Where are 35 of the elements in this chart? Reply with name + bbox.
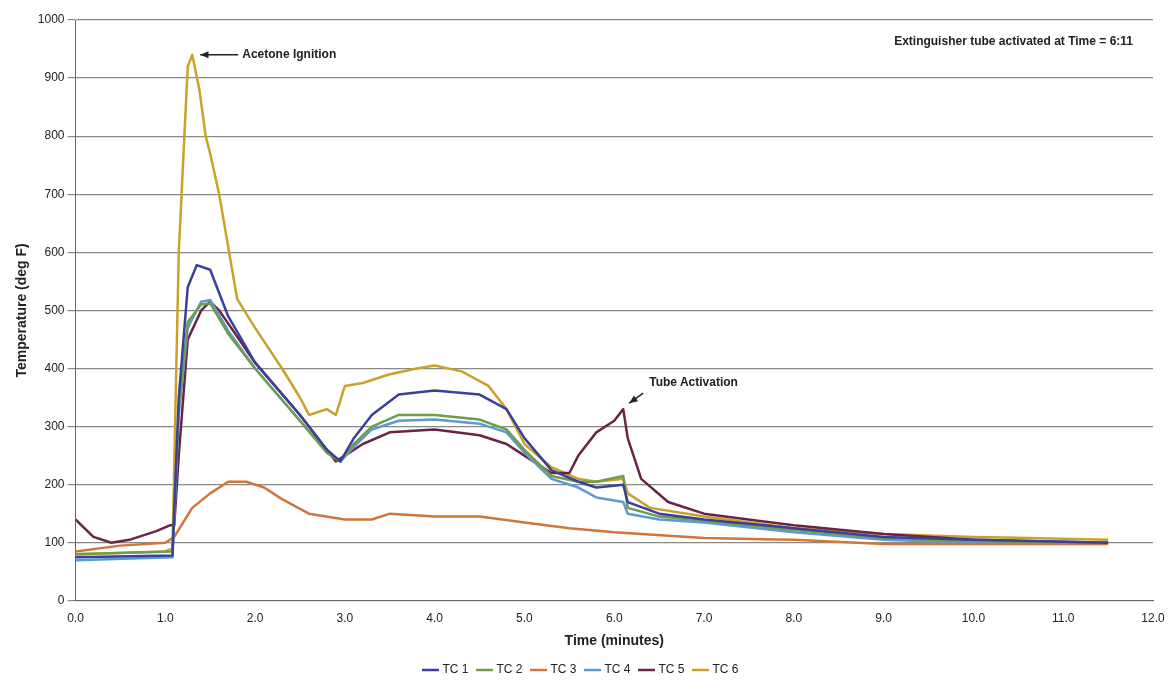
- y-axis-title: Temperature (deg F): [13, 243, 30, 378]
- y-tick-label: 900: [44, 70, 65, 85]
- x-tick-label: 0.0: [67, 611, 85, 626]
- legend-label: TC 5: [658, 662, 685, 677]
- legend-label: TC 1: [442, 662, 469, 677]
- y-tick-label: 100: [44, 535, 65, 550]
- legend-label: TC 3: [550, 662, 577, 677]
- annotation: Extinguisher tube activated at Time = 6:11: [894, 34, 1134, 49]
- y-tick-label: 600: [44, 244, 65, 259]
- x-tick-label: 6.0: [605, 611, 623, 626]
- y-tick-label: 200: [44, 476, 65, 491]
- x-tick-label: 9.0: [875, 611, 893, 626]
- legend-label: TC 6: [712, 662, 739, 677]
- y-tick-label: 500: [44, 302, 65, 317]
- x-tick-label: 5.0: [516, 611, 534, 626]
- annotation: Acetone Ignition: [242, 47, 337, 62]
- x-tick-label: 7.0: [695, 611, 713, 626]
- x-axis-title: Time (minutes): [564, 632, 664, 649]
- x-tick-label: 10.0: [961, 611, 986, 626]
- x-tick-label: 12.0: [1141, 611, 1165, 626]
- y-tick-label: 1000: [37, 12, 65, 27]
- annotation: Tube Activation: [649, 375, 738, 390]
- x-tick-label: 8.0: [785, 611, 803, 626]
- x-tick-label: 1.0: [156, 611, 174, 626]
- y-tick-label: 300: [44, 418, 65, 433]
- y-tick-label: 700: [44, 186, 65, 201]
- x-tick-label: 4.0: [426, 611, 444, 626]
- y-tick-label: 400: [44, 360, 65, 375]
- y-tick-label: 800: [44, 128, 65, 143]
- x-tick-label: 2.0: [246, 611, 264, 626]
- legend-label: TC 4: [604, 662, 631, 677]
- y-tick-label: 0: [57, 593, 65, 608]
- x-tick-label: 3.0: [336, 611, 354, 626]
- legend-label: TC 2: [496, 662, 523, 677]
- x-tick-label: 11.0: [1051, 611, 1075, 626]
